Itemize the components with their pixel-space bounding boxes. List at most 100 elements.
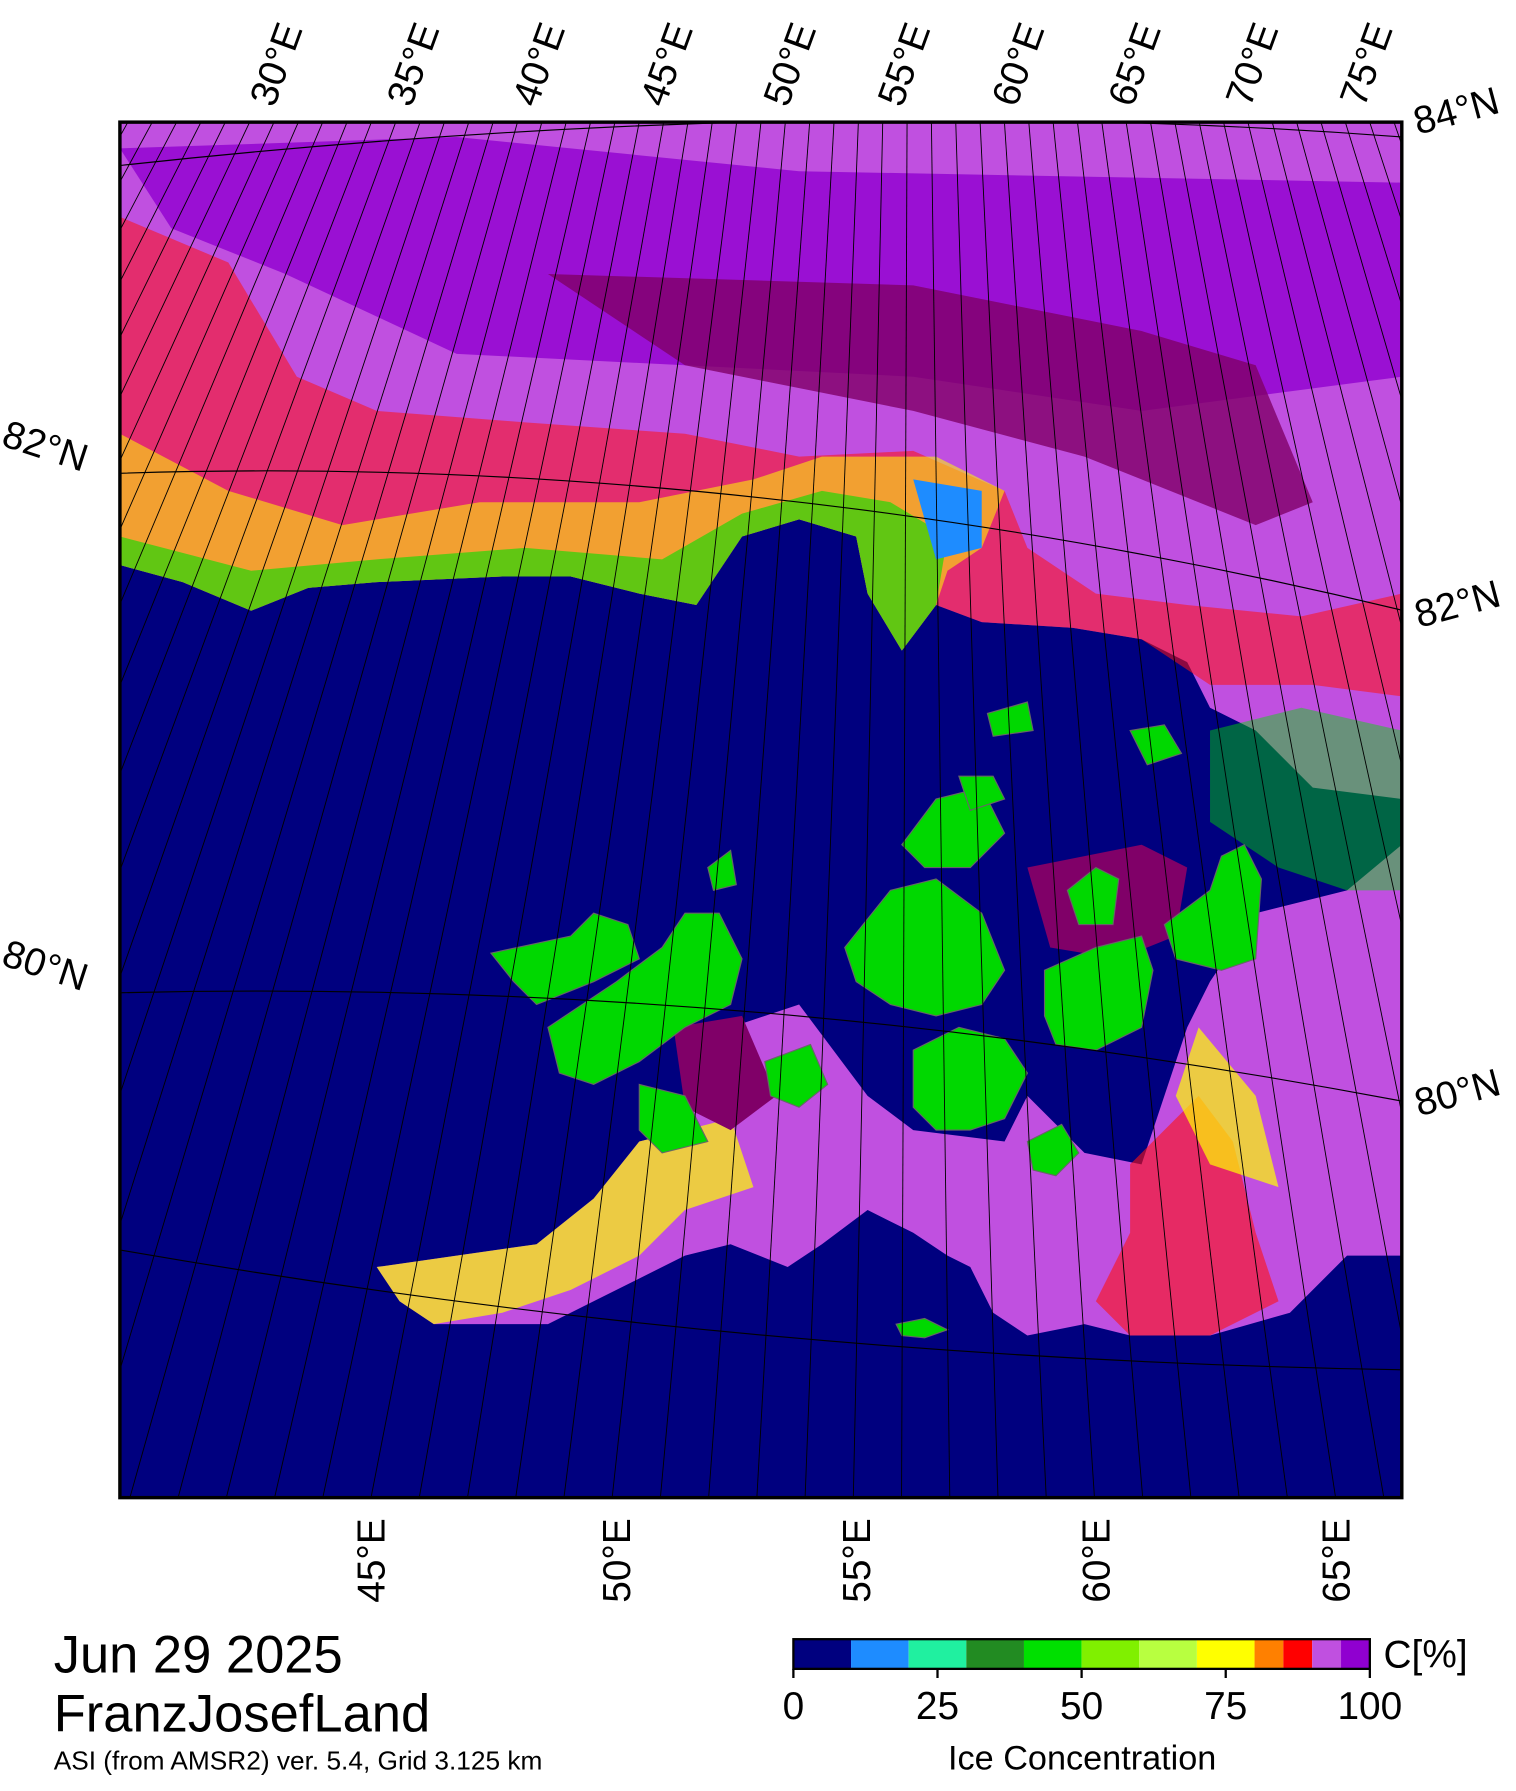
meridian	[0, 122, 104, 1497]
pack-ice-dense	[547, 273, 1313, 526]
meridian	[322, 122, 616, 1498]
colorbar-segment	[851, 1639, 909, 1669]
meridian	[611, 122, 762, 1498]
meridian	[370, 122, 640, 1498]
island	[986, 701, 1034, 737]
lon-label: 65°E	[1100, 17, 1169, 111]
meridian	[1443, 122, 1516, 1497]
lon-label: 55°E	[870, 17, 939, 111]
region-title: FranzJosefLand	[54, 1685, 430, 1744]
meridian	[515, 122, 713, 1498]
island	[895, 1317, 949, 1339]
meridian	[708, 122, 811, 1498]
colorbar-segment	[966, 1639, 1024, 1669]
meridian	[119, 122, 129, 138]
island	[1043, 935, 1154, 1051]
colorbar-unit: C[%]	[1384, 1634, 1468, 1677]
meridian	[852, 122, 884, 1498]
meridian	[0, 122, 55, 1497]
map-field	[0, 122, 1516, 1498]
meridian	[467, 122, 689, 1498]
ice-edge-band	[119, 433, 1005, 651]
meridian	[0, 122, 79, 1497]
meridian	[1271, 122, 1402, 630]
ice-edge-band	[1175, 1027, 1279, 1188]
meridian	[129, 122, 518, 1498]
meridian	[804, 122, 859, 1498]
island	[958, 775, 1006, 812]
lon-label: 70°E	[1218, 17, 1287, 111]
island	[1129, 724, 1183, 766]
island	[1026, 1123, 1080, 1177]
lon-label: 30°E	[242, 17, 311, 111]
colorbar-segment	[1196, 1639, 1255, 1669]
meridian	[274, 122, 591, 1498]
colorbar-tick-label: 75	[1204, 1685, 1247, 1728]
island	[547, 912, 743, 1086]
meridian	[119, 122, 348, 687]
lon-label: 60°E	[1076, 1518, 1119, 1603]
parallel	[119, 122, 1402, 167]
island	[764, 1043, 829, 1108]
lat-label: 84°N	[1409, 79, 1504, 143]
meridian	[119, 122, 421, 979]
meridian	[1247, 122, 1402, 768]
meridian	[1003, 122, 1095, 1498]
meridian	[1028, 122, 1144, 1498]
colorbar-tick-label: 0	[783, 1685, 805, 1728]
meridian	[1052, 122, 1192, 1498]
meridian	[119, 122, 445, 1096]
colorbar-segment	[1023, 1639, 1082, 1669]
map-frame	[118, 120, 1404, 1500]
meridian	[177, 122, 543, 1498]
lon-label: 40°E	[505, 17, 574, 111]
meridian	[225, 122, 567, 1498]
meridian	[1467, 122, 1516, 1497]
meridian	[1150, 122, 1385, 1498]
meridian	[1125, 122, 1337, 1498]
meridian	[119, 122, 372, 776]
islands	[489, 701, 1262, 1339]
lon-label: 75°E	[1332, 17, 1401, 111]
meridian	[756, 122, 835, 1498]
lat-label: 82°N	[1410, 573, 1505, 637]
subtitle: ASI (from AMSR2) ver. 5.4, Grid 3.125 km	[54, 1745, 543, 1775]
ice-edge-band	[119, 490, 948, 651]
lon-label: 50°E	[596, 1518, 639, 1603]
lon-label: 45°E	[632, 17, 701, 111]
meridian	[1393, 122, 1402, 147]
meridian	[1418, 122, 1516, 1497]
meridian	[955, 122, 999, 1498]
meridian	[119, 122, 299, 531]
meridian	[418, 122, 665, 1498]
colorbar-segment	[1139, 1639, 1197, 1669]
meridian	[119, 122, 324, 606]
lon-label: 55°E	[836, 1518, 879, 1603]
colorbar-tick-label: 100	[1337, 1685, 1402, 1728]
parallel	[119, 990, 1402, 1102]
lat-label: 80°N	[1410, 1061, 1505, 1125]
meridian	[1491, 122, 1516, 1497]
meridian	[1296, 122, 1402, 509]
meridian	[1101, 122, 1288, 1498]
meridian	[1223, 122, 1402, 929]
colorbar-segment	[908, 1639, 967, 1669]
island	[707, 849, 737, 892]
lat-label: 82°N	[0, 413, 93, 481]
island	[489, 912, 640, 1006]
lat-label: 80°N	[0, 932, 93, 1000]
colorbar-segment	[1283, 1639, 1313, 1669]
meridian	[119, 122, 251, 398]
ice-edge-band	[376, 1118, 754, 1325]
meridian	[979, 122, 1047, 1498]
meridian	[0, 122, 31, 1497]
colorbar-segment	[1312, 1639, 1342, 1669]
colorbar-tick-label: 50	[1060, 1685, 1103, 1728]
colorbar-segment	[1081, 1639, 1140, 1669]
lon-label: 50°E	[756, 17, 825, 111]
date-title: Jun 29 2025	[54, 1625, 343, 1684]
island	[1163, 843, 1262, 971]
island	[638, 1083, 709, 1154]
